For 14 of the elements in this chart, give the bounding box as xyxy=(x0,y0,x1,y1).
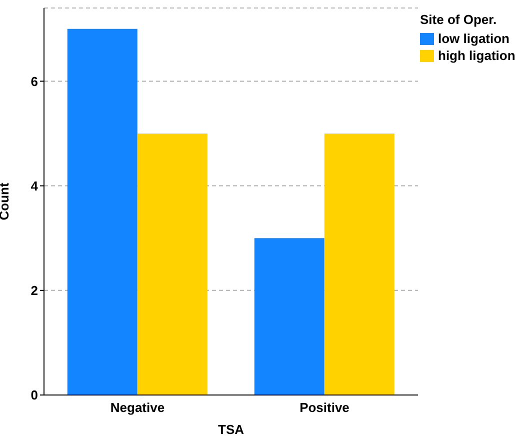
bar xyxy=(137,134,208,395)
bar xyxy=(67,28,138,395)
legend-label: high ligation xyxy=(438,48,516,63)
x-axis-title: TSA xyxy=(218,422,245,437)
bar xyxy=(324,134,394,395)
x-tick-label: Positive xyxy=(300,400,350,416)
y-tick-label: 0 xyxy=(30,388,38,403)
x-tick-label: Negative xyxy=(110,400,165,416)
legend-label: low ligation xyxy=(438,31,510,46)
bar xyxy=(254,238,324,395)
legend-title: Site of Oper. xyxy=(420,12,498,27)
y-tick-label: 2 xyxy=(30,283,38,298)
y-tick-label: 4 xyxy=(30,178,39,194)
y-tick-label: 6 xyxy=(30,74,38,89)
